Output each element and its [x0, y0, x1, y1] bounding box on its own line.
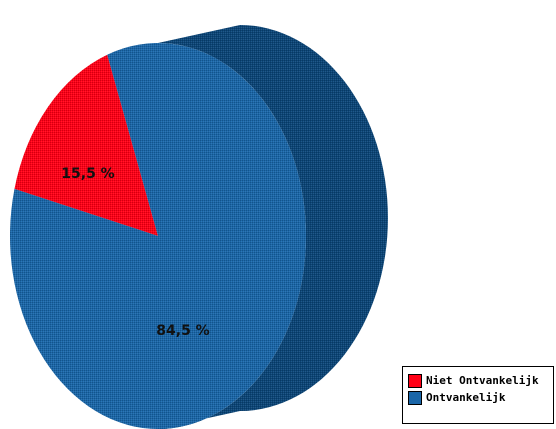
legend-item-niet-ontvankelijk: Niet Ontvankelijk [408, 372, 549, 389]
pie-side-depth [158, 25, 388, 429]
legend-label-niet-ontvankelijk: Niet Ontvankelijk [426, 374, 539, 387]
pie-side-texture [158, 25, 388, 429]
data-label-niet-ontvankelijk: 15,5 % [61, 166, 114, 182]
legend-item-ontvankelijk: Ontvankelijk [408, 389, 549, 406]
pie-slices [9, 43, 307, 429]
pie-slice-texture-1 [9, 43, 307, 429]
pie-slice-texture-0 [14, 54, 159, 236]
chart-legend: Niet Ontvankelijk Ontvankelijk [402, 366, 554, 424]
data-label-ontvankelijk: 84,5 % [156, 323, 209, 339]
pie-data-labels: 15,5 % 84,5 % [61, 166, 209, 339]
legend-swatch-ontvankelijk [408, 390, 422, 405]
legend-label-ontvankelijk: Ontvankelijk [426, 391, 506, 404]
legend-swatch-niet-ontvankelijk [408, 373, 422, 388]
